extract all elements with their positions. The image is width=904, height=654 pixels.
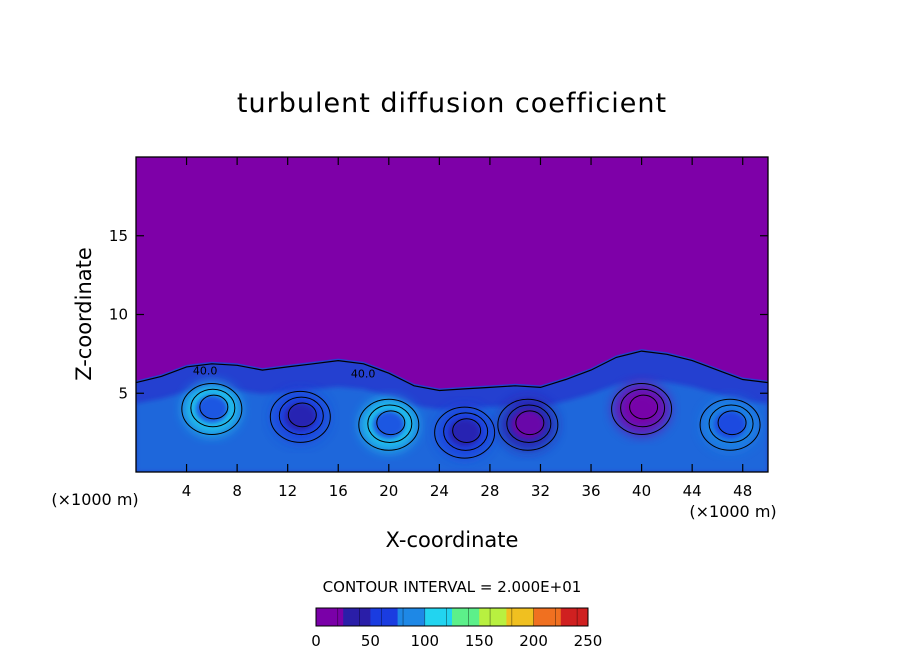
x-axis-label: X-coordinate	[386, 528, 519, 552]
x-tick-label: 12	[278, 482, 297, 500]
colorbar-strip	[343, 608, 371, 626]
colorbar-strip	[424, 608, 453, 626]
y-tick-label: 15	[109, 227, 128, 245]
eddy-4	[434, 406, 496, 459]
x-tick-label: 36	[581, 482, 600, 500]
eddy-6	[611, 383, 673, 435]
contour-label: 40.0	[193, 364, 218, 377]
colorbar-ticks: 0 50 100 150 200 250	[311, 632, 602, 650]
x-tick-label: 20	[379, 482, 398, 500]
eddy-3	[358, 398, 420, 451]
colorbar-tick-label: 50	[361, 632, 380, 650]
colorbar-strips	[316, 608, 589, 626]
colorbar-strip	[506, 608, 535, 626]
x-axis-ticks: 4 8 12 16 20 24 28 32 36 40 44 48	[182, 157, 752, 500]
x-tick-label: 32	[531, 482, 550, 500]
colorbar-tick-label: 250	[574, 632, 603, 650]
colorbar-tick-label: 0	[311, 632, 321, 650]
plot-area: 40.0 40.0	[135, 156, 769, 473]
eddy-7	[699, 398, 761, 451]
x-tick-label: 4	[182, 482, 192, 500]
colorbar-tick-label: 200	[519, 632, 548, 650]
eddy-2	[269, 390, 331, 443]
colorbar-tick-label: 100	[410, 632, 439, 650]
turbulence-field: 40.0 40.0	[136, 349, 768, 472]
x-tick-label: 8	[232, 482, 242, 500]
colorbar-strip	[370, 608, 399, 626]
y-axis-ticks: 5 10 15	[109, 227, 768, 402]
x-axis-unit-left: (×1000 m)	[51, 490, 138, 509]
x-tick-label: 28	[480, 482, 499, 500]
colorbar-strip	[397, 608, 426, 626]
colorbar-strip	[316, 608, 344, 626]
boundary-contour	[136, 350, 768, 392]
chart-title: turbulent diffusion coefficient	[237, 88, 667, 119]
y-tick-label: 10	[109, 306, 128, 324]
x-tick-label: 16	[329, 482, 348, 500]
y-axis-label: Z-coordinate	[72, 247, 96, 381]
contour-label: 40.0	[351, 368, 376, 381]
colorbar-strip	[452, 608, 480, 626]
x-tick-label: 44	[683, 482, 702, 500]
x-axis-unit-right: (×1000 m)	[689, 502, 776, 521]
x-tick-label: 40	[632, 482, 651, 500]
colorbar: 0 50 100 150 200 250	[311, 607, 602, 650]
colorbar-strip	[560, 608, 589, 626]
colorbar-tick-label: 150	[465, 632, 494, 650]
colorbar-strip	[533, 608, 562, 626]
x-tick-label: 24	[430, 482, 449, 500]
colorbar-strip	[479, 608, 507, 626]
x-tick-label: 48	[733, 482, 752, 500]
colorbar-frame	[315, 607, 589, 627]
y-tick-label: 5	[118, 384, 128, 402]
eddy-5	[497, 398, 559, 451]
contour-interval-label: CONTOUR INTERVAL = 2.000E+01	[323, 578, 582, 596]
eddy-1	[181, 383, 243, 435]
